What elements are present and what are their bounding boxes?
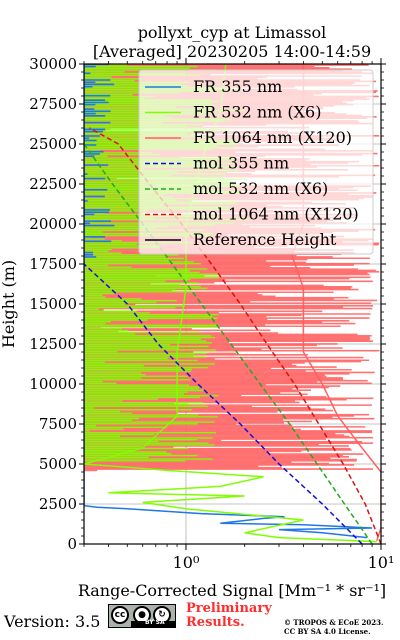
y-tick-label: 30000 [29,55,77,73]
preliminary-notice: Preliminary Results. [186,601,272,630]
y-tick-label: 12500 [29,335,77,353]
y-axis-label: Height (m) [0,260,18,348]
cc-badge-strip: BY SA [131,619,175,627]
legend-entry: FR 532 nm (X6) [193,103,321,122]
cc-icon: cc [111,606,129,624]
y-tick-label: 20000 [29,215,77,233]
series-line-3 [84,263,363,544]
axis-ticks: 0 2500 5000 7500 10000 12500 15000 17500 20000 22… [29,55,394,572]
legend-entry: mol 1064 nm (X120) [193,205,359,224]
legend-entry: mol 355 nm [193,154,289,173]
legend-entry: Reference Height [193,230,337,249]
lidar-profile-chart: pollyxt_cyp at Limassol [Averaged] 20230… [0,23,394,600]
chart-title: pollyxt_cyp at Limassol [138,23,327,42]
x-tick-label: 10¹ [368,553,395,572]
version-label: Version: 3.5 [4,612,101,631]
y-tick-label: 22500 [29,175,77,193]
x-axis-label: Range-Corrected Signal [Mm⁻¹ * sr⁻¹] [78,581,386,600]
y-tick-label: 7500 [39,415,77,433]
y-tick-label: 15000 [29,295,77,313]
y-tick-label: 17500 [29,255,77,273]
y-tick-label: 0 [67,535,77,553]
series-line-4 [84,143,373,544]
y-tick-label: 25000 [29,135,77,153]
y-tick-label: 5000 [39,455,77,473]
legend-box [138,69,374,255]
cc-license-badge[interactable]: cc ● ↻ BY SA [108,604,176,628]
legend: FR 355 nm FR 532 nm (X6) FR 1064 nm (X120)… [138,69,374,255]
series-line-5 [89,127,381,544]
copyright-notice: © TROPOS & ECoE 2023. CC BY SA 4.0 Licen… [284,618,384,636]
legend-entry: mol 532 nm (X6) [193,179,328,198]
chart-subtitle: [Averaged] 20230205 14:00-14:59 [93,42,371,61]
legend-entry: FR 1064 nm (X120) [193,128,352,147]
legend-entry: FR 355 nm [193,77,282,96]
y-tick-label: 10000 [29,375,77,393]
series-line-0 [84,64,373,539]
x-tick-label: 10⁰ [173,553,200,572]
footer: Version: 3.5 cc ● ↻ BY SA Preliminary Re… [0,600,400,640]
y-tick-label: 27500 [29,95,77,113]
y-tick-label: 2500 [39,495,77,513]
